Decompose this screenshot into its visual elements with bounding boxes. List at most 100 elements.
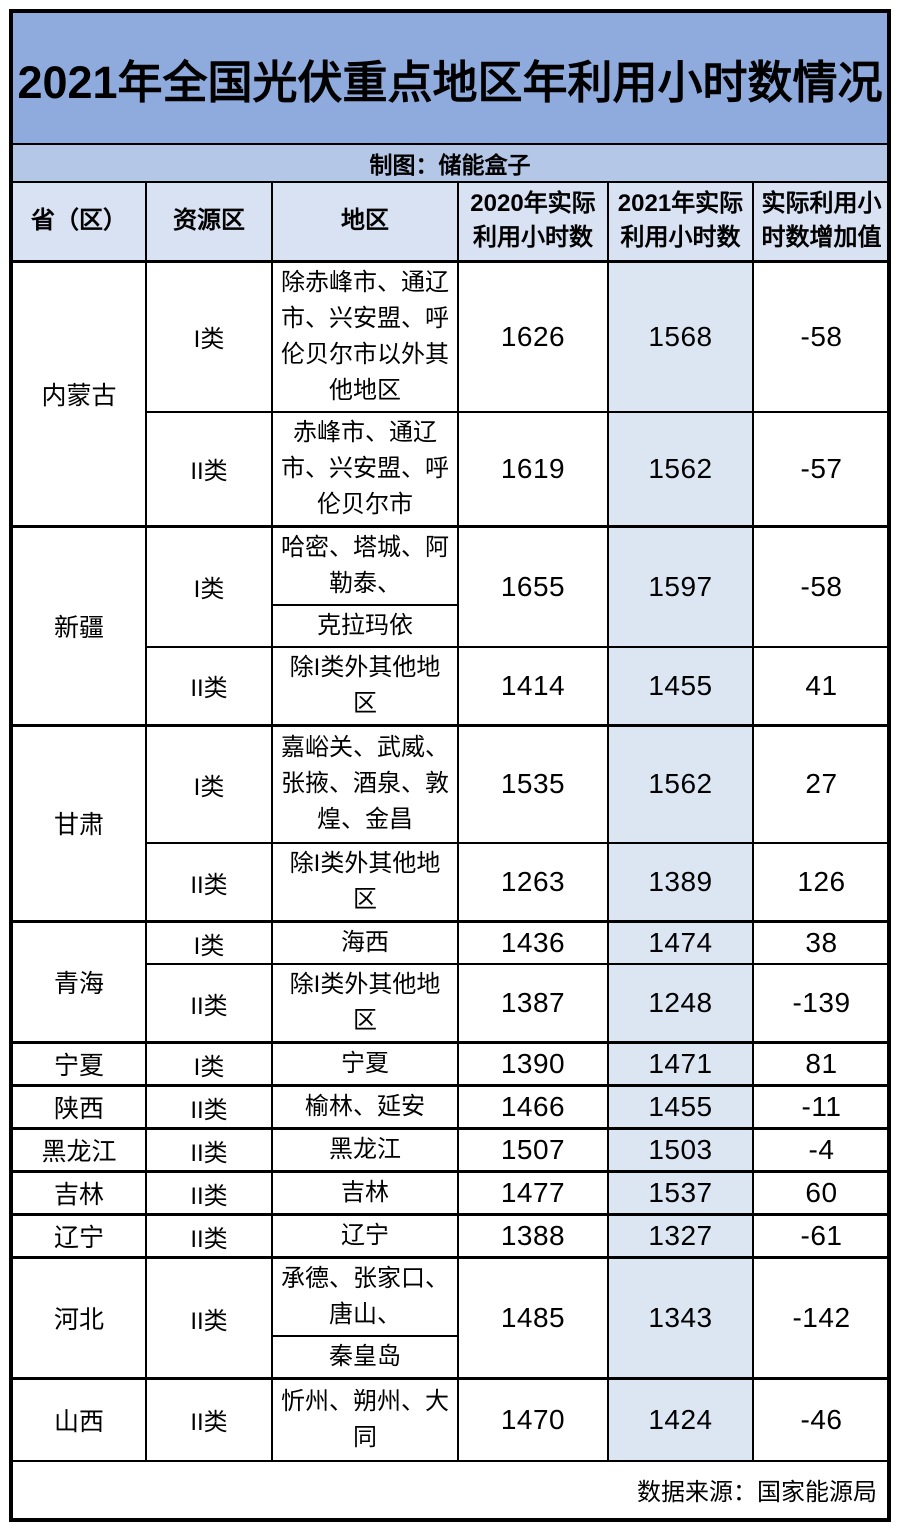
table-row: 黑龙江 II类 黑龙江 1507 1503 -4	[13, 1127, 887, 1173]
delta-cell: 126	[752, 842, 887, 923]
zone-cell: II类	[145, 410, 273, 527]
value-2020-cell: 1387	[457, 963, 609, 1044]
footer-band: 数据来源：国家能源局	[13, 1461, 887, 1518]
province-cell: 陕西	[13, 1084, 147, 1130]
value-2020-cell: 1655	[457, 524, 609, 648]
province-cell: 新疆	[13, 524, 147, 726]
province-cell: 黑龙江	[13, 1127, 147, 1173]
zone-cell: I类	[145, 723, 273, 844]
value-2020-cell: 1466	[457, 1084, 609, 1130]
value-2021-cell: 1537	[607, 1170, 754, 1216]
value-2021-cell: 1503	[607, 1127, 754, 1173]
value-2020-cell: 1388	[457, 1213, 609, 1259]
table-row: II类 除I类外其他地区 1263 1389 126	[13, 842, 887, 923]
delta-cell: 60	[752, 1170, 887, 1216]
table-row: 山西 II类 忻州、朔州、大同 1470 1424 -46	[13, 1377, 887, 1462]
zone-cell: II类	[145, 1256, 273, 1380]
region-cell: 辽宁	[271, 1213, 459, 1259]
table-row: 新疆 I类 哈密、塔城、阿勒泰、 1655 1597 -58	[13, 524, 887, 726]
value-2020-cell: 1477	[457, 1170, 609, 1216]
value-2020-cell: 1485	[457, 1256, 609, 1380]
delta-cell: -139	[752, 963, 887, 1044]
region-cell: 海西	[271, 920, 459, 965]
zone-cell: II类	[145, 1127, 273, 1173]
table-row: 青海 I类 海西 1436 1474 38	[13, 920, 887, 1044]
region-cell: 秦皇岛	[271, 1335, 459, 1380]
value-2021-cell: 1343	[607, 1256, 754, 1380]
value-2021-cell: 1562	[607, 410, 754, 527]
value-2020-cell: 1626	[457, 259, 609, 413]
header-2020-hours: 2020年实际 利用小时数	[457, 183, 609, 262]
page-title: 2021年全国光伏重点地区年利用小时数情况	[17, 56, 883, 108]
value-2021-cell: 1568	[607, 259, 754, 413]
zone-cell: II类	[145, 963, 273, 1044]
region-cell: 除I类外其他地区	[271, 963, 459, 1044]
header-delta: 实际利用小 时数增加值	[752, 183, 887, 262]
zone-cell: I类	[145, 524, 273, 648]
header-row: 省（区） 资源区 地区 2020年实际 利用小时数 2021年实际 利用小时数 …	[13, 183, 887, 262]
value-2020-cell: 1390	[457, 1041, 609, 1087]
data-source-label: 数据来源：国家能源局	[637, 1479, 877, 1507]
value-2021-cell: 1424	[607, 1377, 754, 1462]
credit-label: 制图：储能盒子	[369, 152, 531, 178]
region-cell: 赤峰市、通辽市、兴安盟、呼伦贝尔市	[271, 410, 459, 527]
delta-cell: -46	[752, 1377, 887, 1462]
province-cell: 山西	[13, 1377, 147, 1462]
value-2020-cell: 1470	[457, 1377, 609, 1462]
region-cell: 榆林、延安	[271, 1084, 459, 1130]
table-row: 克拉玛依	[13, 603, 887, 648]
zone-cell: II类	[145, 1084, 273, 1130]
table-row: 辽宁 II类 辽宁 1388 1327 -61	[13, 1213, 887, 1259]
delta-cell: 81	[752, 1041, 887, 1087]
delta-cell: -61	[752, 1213, 887, 1259]
header-2021-hours: 2021年实际 利用小时数	[607, 183, 754, 262]
delta-cell: -11	[752, 1084, 887, 1130]
delta-cell: -142	[752, 1256, 887, 1380]
delta-cell: 38	[752, 920, 887, 965]
region-cell: 宁夏	[271, 1041, 459, 1087]
title-band: 2021年全国光伏重点地区年利用小时数情况	[13, 13, 887, 145]
value-2020-cell: 1535	[457, 723, 609, 844]
value-2020-cell: 1619	[457, 410, 609, 527]
table-row: II类 除I类外其他地区 1387 1248 -139	[13, 963, 887, 1044]
value-2021-cell: 1389	[607, 842, 754, 923]
region-cell: 除赤峰市、通辽市、兴安盟、呼伦贝尔市以外其他地区	[271, 259, 459, 413]
table-row: 宁夏 I类 宁夏 1390 1471 81	[13, 1041, 887, 1087]
province-cell: 吉林	[13, 1170, 147, 1216]
delta-cell: 41	[752, 645, 887, 726]
value-2021-cell: 1562	[607, 723, 754, 844]
table-header: 省（区） 资源区 地区 2020年实际 利用小时数 2021年实际 利用小时数 …	[13, 183, 887, 262]
value-2020-cell: 1436	[457, 920, 609, 965]
zone-cell: II类	[145, 1377, 273, 1462]
table-row: 陕西 II类 榆林、延安 1466 1455 -11	[13, 1084, 887, 1130]
table-body: 内蒙古 I类 除赤峰市、通辽市、兴安盟、呼伦贝尔市以外其他地区 1626 156…	[13, 259, 887, 1462]
province-cell: 宁夏	[13, 1041, 147, 1087]
table-row: 秦皇岛	[13, 1335, 887, 1380]
value-2021-cell: 1455	[607, 645, 754, 726]
value-2021-cell: 1455	[607, 1084, 754, 1130]
province-cell: 青海	[13, 920, 147, 1044]
province-cell: 甘肃	[13, 723, 147, 923]
region-cell: 黑龙江	[271, 1127, 459, 1173]
zone-cell: I类	[145, 920, 273, 965]
header-region: 地区	[271, 183, 459, 262]
header-zone: 资源区	[145, 183, 273, 262]
delta-cell: -4	[752, 1127, 887, 1173]
region-cell: 哈密、塔城、阿勒泰、	[271, 524, 459, 606]
value-2021-cell: 1471	[607, 1041, 754, 1087]
table-row: II类 除I类外其他地区 1414 1455 41	[13, 645, 887, 726]
table-row: 内蒙古 I类 除赤峰市、通辽市、兴安盟、呼伦贝尔市以外其他地区 1626 156…	[13, 259, 887, 527]
region-cell: 嘉峪关、武威、张掖、酒泉、敦煌、金昌	[271, 723, 459, 844]
zone-cell: I类	[145, 1041, 273, 1087]
region-cell: 忻州、朔州、大同	[271, 1377, 459, 1462]
zone-cell: II类	[145, 1170, 273, 1216]
table-row: 吉林 II类 吉林 1477 1537 60	[13, 1170, 887, 1216]
zone-cell: II类	[145, 842, 273, 923]
value-2021-cell: 1597	[607, 524, 754, 648]
value-2020-cell: 1507	[457, 1127, 609, 1173]
delta-cell: -58	[752, 524, 887, 648]
table-row: 甘肃 I类 嘉峪关、武威、张掖、酒泉、敦煌、金昌 1535 1562 27	[13, 723, 887, 923]
value-2021-cell: 1248	[607, 963, 754, 1044]
table-row: 河北 II类 承德、张家口、唐山、 1485 1343 -142	[13, 1256, 887, 1380]
